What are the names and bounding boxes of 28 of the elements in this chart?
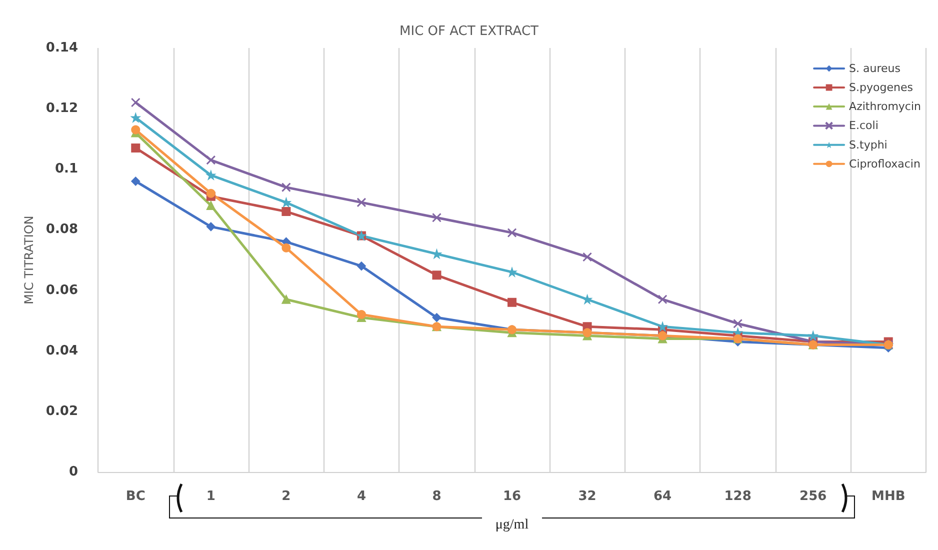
- y-axis-title: MIC TITRATION: [22, 216, 36, 304]
- x-tick-label: MHB: [871, 489, 906, 504]
- legend-label: E.coli: [849, 119, 878, 132]
- legend-label: Azithromycin: [849, 100, 922, 113]
- x-tick-label: 32: [578, 489, 596, 504]
- legend-label: Ciprofloxacin: [849, 157, 920, 170]
- x-tick-label: 16: [502, 489, 522, 504]
- x-tick-label: 2: [282, 489, 291, 504]
- x-tick-label: 64: [654, 489, 672, 504]
- y-tick-label: 0.02: [46, 404, 78, 419]
- y-tick-label: 0.06: [46, 282, 78, 298]
- x-tick-label: 256: [800, 489, 827, 504]
- y-tick-label: 0.1: [54, 162, 78, 177]
- y-tick-label: 0.04: [46, 343, 78, 358]
- x-axis-title: μg/ml: [495, 518, 529, 532]
- legend-label: S. aureus: [849, 62, 901, 75]
- x-tick-label: 8: [432, 489, 442, 504]
- x-tick-label: 128: [724, 489, 752, 504]
- x-tick-label: BC: [126, 489, 146, 504]
- x-tick-label: 1: [206, 489, 216, 504]
- legend-label: S.typhi: [849, 138, 888, 152]
- y-tick-label: 0.14: [46, 40, 78, 56]
- legend-label: S.pyogenes: [849, 81, 914, 94]
- x-tick-label: 4: [356, 489, 366, 504]
- y-tick-label: 0: [68, 464, 78, 480]
- y-tick-label: 0.12: [46, 101, 78, 116]
- chart-title: MIC OF ACT EXTRACT: [400, 24, 539, 39]
- y-tick-label: 0.08: [46, 222, 78, 238]
